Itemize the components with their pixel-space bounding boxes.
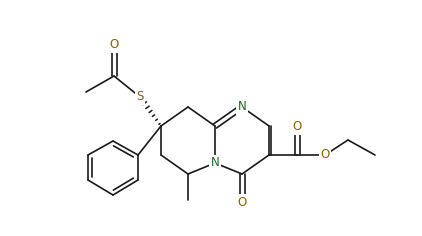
Text: O: O — [237, 195, 246, 208]
Text: O: O — [320, 148, 330, 161]
Text: O: O — [109, 38, 119, 51]
Text: N: N — [211, 156, 219, 169]
Text: S: S — [136, 90, 143, 104]
Text: O: O — [292, 121, 302, 134]
Text: N: N — [238, 101, 246, 114]
